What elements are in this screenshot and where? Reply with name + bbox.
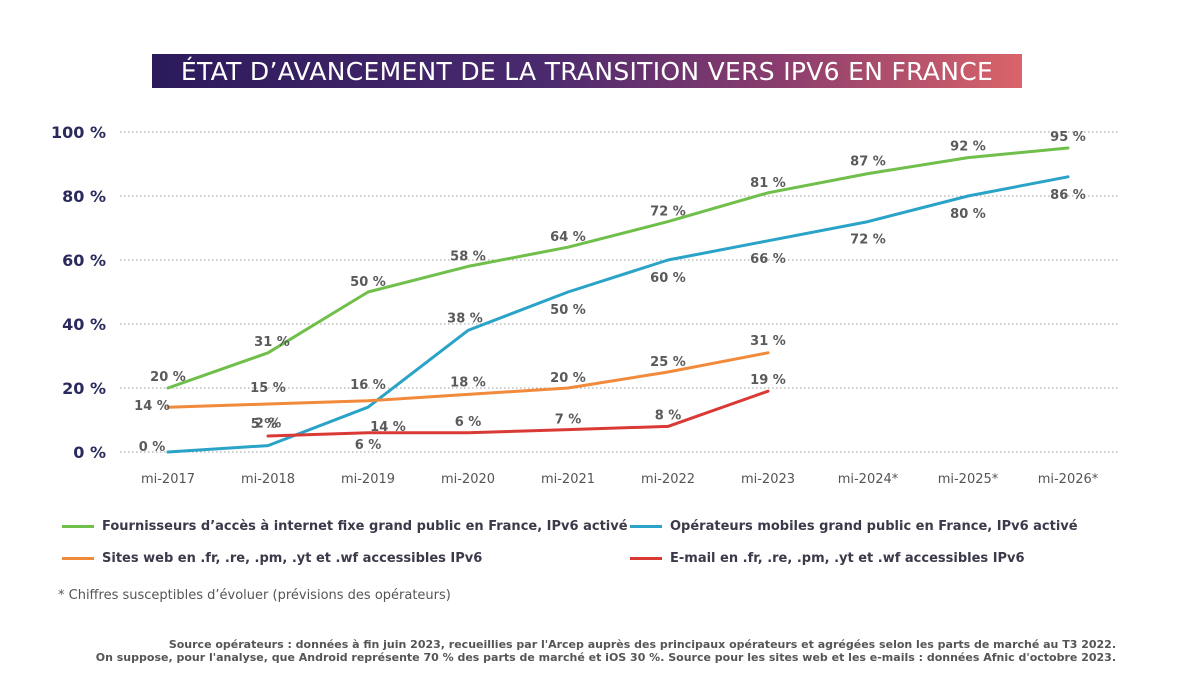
data-label: 0 % — [139, 440, 166, 455]
legend-item-web: Sites web en .fr, .re, .pm, .yt et .wf a… — [62, 551, 482, 566]
legend-item-mobile: Opérateurs mobiles grand public en Franc… — [630, 519, 1078, 534]
series-line-email — [266, 389, 770, 438]
data-label: 20 % — [550, 371, 586, 386]
y-tick-label: 100 % — [51, 123, 106, 142]
source-line-1: Source opérateurs : données à fin juin 2… — [168, 638, 1116, 651]
x-tick-label: mi-2019 — [341, 472, 395, 487]
data-label: 31 % — [254, 335, 290, 350]
data-label: 64 % — [550, 230, 586, 245]
data-label: 25 % — [650, 355, 686, 370]
y-tick-label: 60 % — [62, 251, 106, 270]
legend-label-email: E-mail en .fr, .re, .pm, .yt et .wf acce… — [670, 551, 1025, 566]
data-label: 14 % — [370, 420, 406, 435]
data-label: 16 % — [350, 378, 386, 393]
data-label: 7 % — [555, 413, 582, 428]
data-label: 66 % — [750, 252, 786, 267]
series-line-fixed — [166, 146, 1070, 390]
footnote: * Chiffres susceptibles d’évoluer (prévi… — [58, 588, 451, 603]
data-label: 50 % — [550, 303, 586, 318]
x-tick-label: mi-2018 — [241, 472, 295, 487]
series-line-mobile — [166, 175, 1070, 454]
data-label: 6 % — [455, 415, 482, 430]
y-tick-label: 80 % — [62, 187, 106, 206]
legend-label-web: Sites web en .fr, .re, .pm, .yt et .wf a… — [102, 551, 483, 566]
data-label: 2 % — [255, 417, 282, 432]
data-label: 18 % — [450, 375, 486, 390]
legend-label-fixed: Fournisseurs d’accès à internet fixe gra… — [102, 519, 628, 534]
data-label: 72 % — [850, 233, 886, 248]
data-label: 81 % — [750, 176, 786, 191]
data-label: 80 % — [950, 207, 986, 222]
x-tick-label: mi-2021 — [541, 472, 595, 487]
data-label: 38 % — [447, 311, 483, 326]
legend-label-mobile: Opérateurs mobiles grand public en Franc… — [670, 519, 1078, 534]
legend-item-email: E-mail en .fr, .re, .pm, .yt et .wf acce… — [630, 551, 1025, 566]
data-label: 72 % — [650, 205, 686, 220]
data-label: 87 % — [850, 155, 886, 170]
legend-swatch-fixed — [62, 525, 94, 528]
source-note: Source opérateurs : données à fin juin 2… — [96, 638, 1116, 664]
data-label: 20 % — [150, 370, 186, 385]
data-label: 19 % — [750, 373, 786, 388]
legend-swatch-mobile — [630, 525, 662, 528]
data-label: 14 % — [134, 399, 170, 414]
x-tick-label: mi-2023 — [741, 472, 795, 487]
y-tick-label: 0 % — [73, 443, 106, 462]
legend-swatch-web — [62, 557, 94, 560]
chart-title: ÉTAT D’AVANCEMENT DE LA TRANSITION VERS … — [180, 56, 994, 86]
data-label: 8 % — [655, 408, 682, 423]
data-label: 5 % — [251, 417, 278, 432]
x-tick-label: mi-2022 — [641, 472, 695, 487]
series-line-web — [166, 351, 770, 409]
data-label: 6 % — [355, 438, 382, 453]
data-label: 60 % — [650, 271, 686, 286]
y-tick-label: 40 % — [62, 315, 106, 334]
line-chart: 0 % 20 % 40 % 60 % 80 % 100 % mi-2017 mi-2018 mi… — [51, 123, 1118, 487]
data-label: 92 % — [950, 140, 986, 155]
data-label: 58 % — [450, 249, 486, 264]
y-tick-label: 20 % — [62, 379, 106, 398]
x-tick-label: mi-2017 — [141, 472, 195, 487]
title-banner: ÉTAT D’AVANCEMENT DE LA TRANSITION VERS … — [152, 54, 1022, 88]
source-line-2: On suppose, pour l'analyse, que Android … — [95, 651, 1116, 664]
data-label: 95 % — [1050, 130, 1086, 145]
x-tick-label: mi-2025* — [938, 472, 999, 487]
data-label: 15 % — [250, 381, 286, 396]
legend-item-fixed: Fournisseurs d’accès à internet fixe gra… — [62, 519, 628, 534]
x-tick-label: mi-2026* — [1038, 472, 1099, 487]
data-label: 31 % — [750, 334, 786, 349]
x-tick-label: mi-2020 — [441, 472, 495, 487]
data-label: 86 % — [1050, 188, 1086, 203]
data-label: 50 % — [350, 275, 386, 290]
legend-swatch-email — [630, 557, 662, 560]
x-tick-label: mi-2024* — [838, 472, 899, 487]
